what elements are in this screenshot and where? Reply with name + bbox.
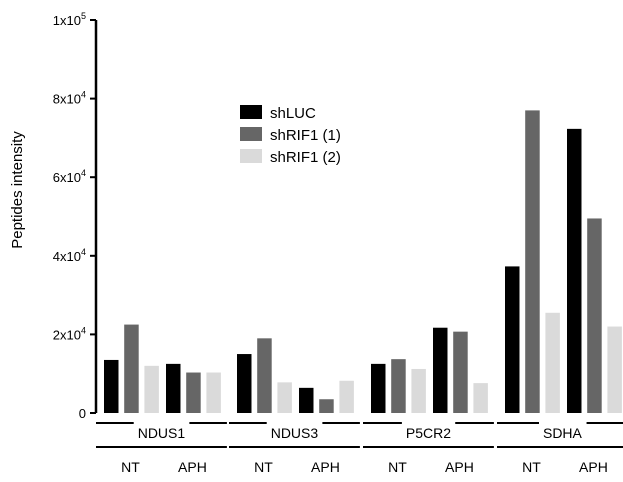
bar [567,128,582,413]
bar [453,331,468,413]
bar [607,326,622,413]
legend-label: shLUC [270,105,316,122]
condition-label: NT [121,459,140,475]
bar [339,380,354,413]
bar [144,365,159,413]
bar [545,312,560,413]
condition-label: APH [311,459,340,475]
bar [391,359,406,413]
condition-label: APH [178,459,207,475]
bar [473,383,488,413]
condition-label: NT [522,459,541,475]
y-tick-label: 2x104 [53,325,86,342]
y-tick-label: 0 [79,406,86,421]
bar [257,338,272,413]
condition-label: APH [445,459,474,475]
bar [299,387,314,413]
bar [277,382,292,413]
bar [587,218,602,413]
group-label-gap [266,418,323,428]
bar [371,363,386,413]
group-label: SDHA [543,425,583,441]
legend-swatch [240,105,262,119]
y-tick-label: 4x104 [53,247,86,264]
group-label: NDUS3 [271,425,319,441]
group-label: NDUS1 [138,425,186,441]
bar [206,372,221,413]
group-label: P5CR2 [406,425,451,441]
y-tick-label: 8x104 [53,90,86,107]
y-tick-label: 1x105 [53,11,86,28]
bar [104,359,119,413]
bars [104,110,622,413]
legend-swatch [240,149,262,163]
bar [237,354,252,413]
group-label-gap [401,418,456,428]
condition-label: APH [579,459,608,475]
bar [186,372,201,413]
bar [433,327,448,413]
y-axis: 0 2x104 4x104 6x104 8x104 1x105 [53,11,98,421]
bar [166,363,181,413]
legend-label: shRIF1 (2) [270,149,341,166]
group-label-gap [538,418,587,428]
legend: shLUC shRIF1 (1) shRIF1 (2) [240,105,341,166]
bar [411,368,426,413]
y-tick-label: 6x104 [53,168,86,185]
x-axis-labels: NT APH NDUS1 NT APH NDUS3 NT APH P5CR2 NT APH SDHA [96,418,623,475]
condition-label: NT [388,459,407,475]
y-axis-label: Peptides intensity [9,131,26,249]
bar [525,110,540,413]
group-label-gap [133,418,190,428]
bar [505,266,520,413]
bar [124,324,139,413]
legend-swatch [240,127,262,141]
legend-label: shRIF1 (1) [270,127,341,144]
condition-label: NT [254,459,273,475]
bar [319,399,334,413]
